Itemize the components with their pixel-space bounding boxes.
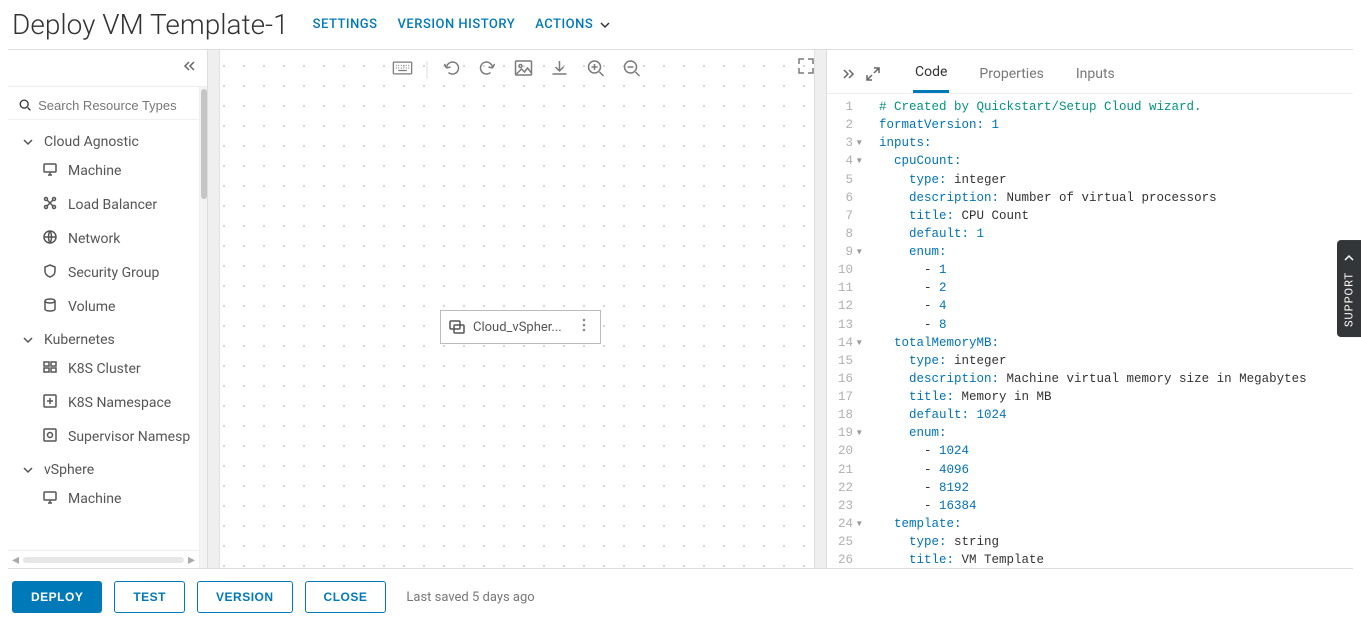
- node-menu-button[interactable]: [576, 317, 592, 337]
- tree-item-label: Load Balancer: [68, 197, 157, 213]
- network-icon: [42, 229, 58, 249]
- tree-group[interactable]: vSphere: [8, 454, 199, 482]
- actions-label: ACTIONS: [535, 17, 593, 32]
- version-history-link[interactable]: VERSION HISTORY: [398, 17, 516, 32]
- canvas-node-label: Cloud_vSpher...: [473, 320, 562, 335]
- redo-button[interactable]: [476, 56, 500, 84]
- volume-icon: [42, 297, 58, 317]
- test-button[interactable]: TEST: [114, 581, 185, 613]
- code-panel: Code Properties Inputs 1 2 3▾4▾5 6 7 8 9…: [827, 50, 1353, 568]
- kebab-icon: [576, 317, 592, 333]
- tab-inputs[interactable]: Inputs: [1074, 60, 1117, 92]
- keyboard-icon: [393, 58, 413, 78]
- panel-collapse-button[interactable]: [841, 66, 857, 86]
- download-button[interactable]: [548, 56, 572, 84]
- canvas-ruler: [208, 50, 220, 568]
- close-button[interactable]: CLOSE: [305, 581, 387, 613]
- security-icon: [42, 263, 58, 283]
- zoom-in-button[interactable]: [584, 56, 608, 84]
- chevron-double-left-icon: [181, 58, 197, 74]
- settings-link[interactable]: SETTINGS: [313, 17, 378, 32]
- machine-icon: [42, 161, 58, 181]
- sidebar-vscrollbar[interactable]: [199, 87, 207, 568]
- right-tabs: Code Properties Inputs: [827, 50, 1353, 94]
- main-layout: Cloud Agnostic Machine Load Balancer Networ…: [8, 49, 1353, 569]
- support-tab[interactable]: SUPPORT: [1337, 240, 1361, 337]
- tree-item-label: Machine: [68, 163, 121, 179]
- canvas-ruler-right: [814, 50, 826, 568]
- version-button[interactable]: VERSION: [197, 581, 293, 613]
- page-title: Deploy VM Template-1: [12, 8, 289, 41]
- tree-item[interactable]: Security Group: [8, 256, 199, 290]
- code-body: # Created by Quickstart/Setup Cloud wiza…: [871, 94, 1315, 568]
- keyboard-button[interactable]: [391, 56, 415, 84]
- canvas-expand-button[interactable]: [796, 56, 816, 80]
- chevron-double-right-icon: [841, 66, 857, 82]
- tree-item-label: Volume: [68, 299, 115, 315]
- tree-item[interactable]: Load Balancer: [8, 188, 199, 222]
- tree-group-label: Cloud Agnostic: [44, 134, 139, 150]
- resource-sidebar: Cloud Agnostic Machine Load Balancer Networ…: [8, 50, 208, 568]
- zoom-out-button[interactable]: [620, 56, 644, 84]
- tree-item[interactable]: Machine: [8, 482, 199, 516]
- undo-button[interactable]: [440, 56, 464, 84]
- redo-icon: [478, 58, 498, 78]
- tree-item-label: K8S Cluster: [68, 361, 141, 377]
- image-icon: [514, 58, 534, 78]
- code-editor[interactable]: 1 2 3▾4▾5 6 7 8 9▾10 11 12 13 14▾15 16 1…: [827, 94, 1353, 568]
- search-input[interactable]: [38, 98, 189, 113]
- loadbalancer-icon: [42, 195, 58, 215]
- resource-tree: Cloud Agnostic Machine Load Balancer Networ…: [8, 120, 199, 550]
- tree-group-label: Kubernetes: [44, 332, 115, 348]
- tree-item-label: Supervisor Namesp: [68, 429, 190, 445]
- footer: DEPLOY TEST VERSION CLOSE Last saved 5 d…: [0, 569, 1361, 625]
- tree-item[interactable]: Machine: [8, 154, 199, 188]
- tab-code[interactable]: Code: [913, 58, 949, 93]
- sidebar-collapse-button[interactable]: [8, 50, 207, 87]
- chevron-down-icon: [20, 134, 36, 150]
- actions-dropdown[interactable]: ACTIONS: [535, 17, 613, 33]
- search-row: [8, 87, 199, 120]
- tree-group[interactable]: Kubernetes: [8, 324, 199, 352]
- page-header: Deploy VM Template-1 SETTINGS VERSION HI…: [0, 0, 1361, 49]
- panel-expand-button[interactable]: [865, 66, 881, 86]
- tree-item-label: K8S Namespace: [68, 395, 171, 411]
- machine-icon: [42, 489, 58, 509]
- zoom-out-icon: [622, 58, 642, 78]
- support-label: SUPPORT: [1343, 272, 1356, 327]
- tree-item[interactable]: Supervisor Namesp: [8, 420, 199, 454]
- design-canvas[interactable]: Cloud_vSpher...: [208, 50, 827, 568]
- namespace-icon: [42, 393, 58, 413]
- tree-item[interactable]: Volume: [8, 290, 199, 324]
- tree-item[interactable]: Network: [8, 222, 199, 256]
- tree-item[interactable]: K8S Cluster: [8, 352, 199, 386]
- download-icon: [550, 58, 570, 78]
- search-icon: [18, 97, 32, 113]
- tree-item-label: Security Group: [68, 265, 159, 281]
- deploy-button[interactable]: DEPLOY: [12, 581, 102, 613]
- canvas-node[interactable]: Cloud_vSpher...: [440, 310, 601, 344]
- save-status: Last saved 5 days ago: [406, 590, 534, 605]
- sidebar-hscrollbar[interactable]: ◂ ▸: [8, 550, 199, 568]
- tab-properties[interactable]: Properties: [977, 60, 1045, 92]
- image-button[interactable]: [512, 56, 536, 84]
- chevron-down-icon: [20, 332, 36, 348]
- chevron-down-icon: [597, 17, 613, 33]
- cluster-icon: [42, 359, 58, 379]
- zoom-in-icon: [586, 58, 606, 78]
- tree-item-label: Machine: [68, 491, 121, 507]
- undo-icon: [442, 58, 462, 78]
- chevron-down-icon: [20, 462, 36, 478]
- tree-group-label: vSphere: [44, 462, 94, 478]
- tree-item-label: Network: [68, 231, 120, 247]
- expand-icon: [796, 56, 816, 76]
- tree-item[interactable]: K8S Namespace: [8, 386, 199, 420]
- chevron-up-icon: [1341, 250, 1357, 266]
- code-gutter: 1 2 3▾4▾5 6 7 8 9▾10 11 12 13 14▾15 16 1…: [827, 94, 871, 568]
- canvas-toolbar: [391, 56, 644, 84]
- supervisor-icon: [42, 427, 58, 447]
- expand-diag-icon: [865, 66, 881, 82]
- tree-group[interactable]: Cloud Agnostic: [8, 126, 199, 154]
- vm-icon: [449, 319, 465, 335]
